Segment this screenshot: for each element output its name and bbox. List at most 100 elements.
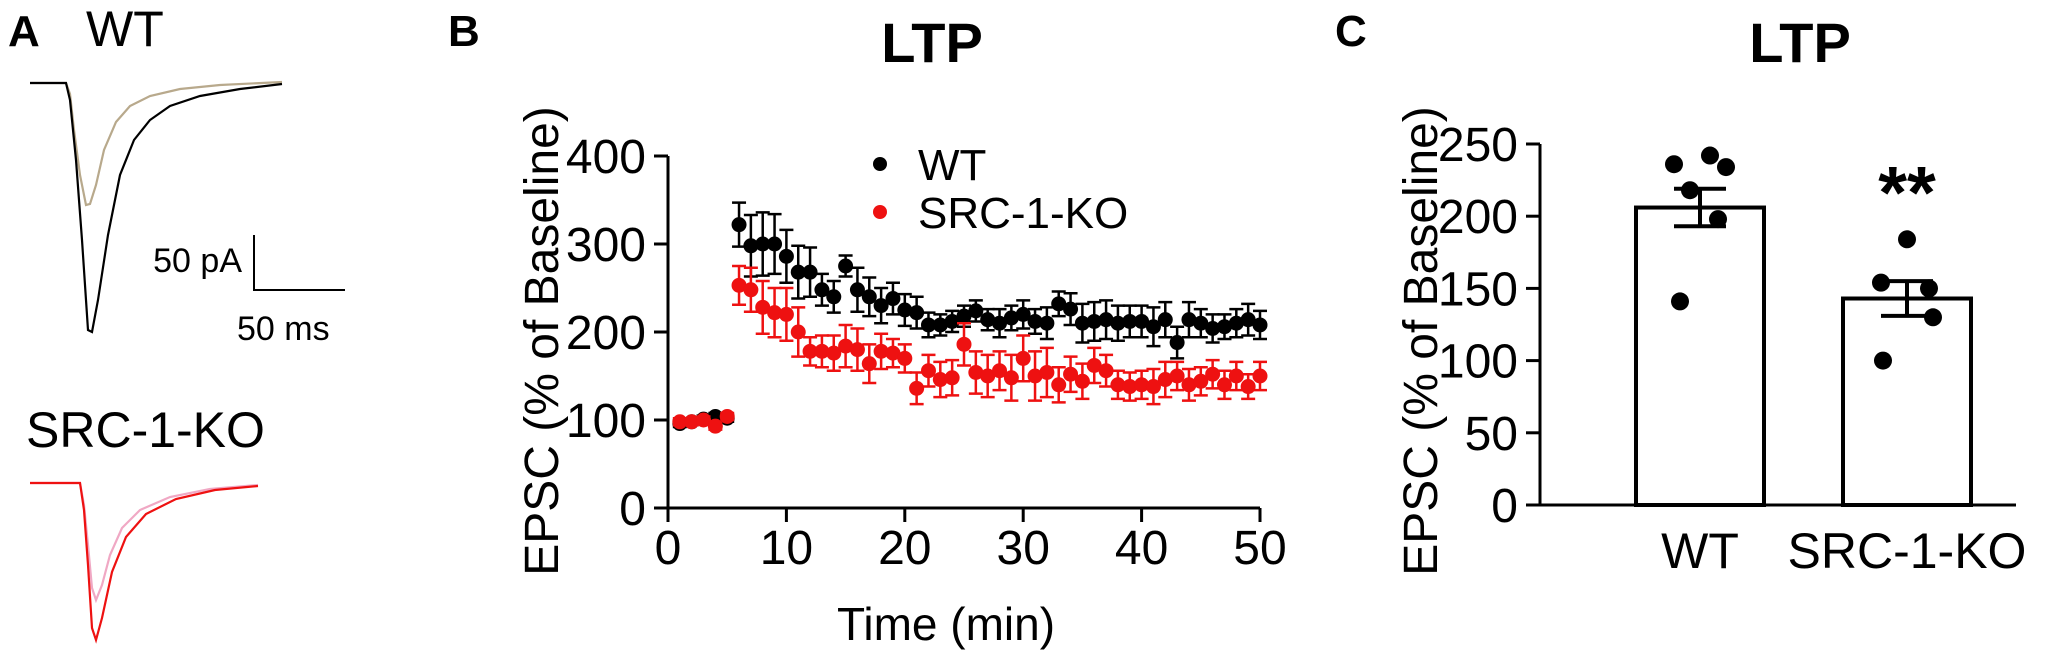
c-individual-point [1898, 230, 1916, 249]
wt-trace-post [30, 81, 283, 334]
b-data-point [1122, 379, 1138, 395]
b-legend-marker [873, 205, 887, 219]
b-data-point [920, 317, 936, 333]
b-legend-marker [873, 157, 887, 171]
b-series [672, 201, 1268, 434]
b-data-point [755, 236, 771, 252]
b-data-point [1228, 368, 1244, 384]
b-data-point [956, 308, 972, 324]
b-data-point [731, 217, 747, 233]
c-individual-point [1717, 158, 1735, 177]
c-y-tick-label: 150 [1438, 263, 1518, 316]
c-x-labels: WT SRC-1-KO [1661, 523, 2026, 579]
b-data-point [992, 315, 1008, 331]
b-data-point [897, 302, 913, 318]
current-scale-bar [253, 235, 345, 291]
c-individual-point [1665, 155, 1683, 174]
b-data-point [778, 306, 794, 322]
c-y-tick-label: 200 [1438, 191, 1518, 244]
b-data-point [1063, 301, 1079, 317]
significance-annotation: ** [1878, 151, 1936, 234]
b-data-point [1098, 312, 1114, 328]
b-data-point [944, 313, 960, 329]
b-data-point [790, 324, 806, 340]
b-y-tick-label: 300 [566, 219, 646, 272]
c-y-tick-label: 0 [1491, 480, 1518, 533]
b-data-point [1240, 312, 1256, 328]
c-individual-point [1924, 308, 1942, 327]
b-data-point [1169, 335, 1185, 351]
b-x-tick-label: 0 [655, 522, 682, 575]
b-data-point [1252, 368, 1268, 384]
c-y-tick-label: 50 [1465, 408, 1518, 461]
b-data-point [1051, 296, 1067, 312]
b-data-point [1134, 377, 1150, 393]
b-data-point [1098, 363, 1114, 379]
b-data-point [1240, 379, 1256, 395]
b-data-point [1063, 366, 1079, 382]
b-data-point [1003, 310, 1019, 326]
panel-b-letter: B [448, 7, 480, 56]
b-data-point [790, 264, 806, 280]
current-scale-label: 50 pA [153, 242, 242, 280]
b-data-point [932, 317, 948, 333]
b-y-axis: 0 100 200 300 400 [566, 131, 670, 536]
c-bar [1634, 205, 1766, 507]
b-data-point [944, 370, 960, 386]
wt-trace-label: WT [86, 1, 164, 57]
b-data-point [814, 282, 830, 298]
b-data-point [1181, 312, 1197, 328]
b-data-point [778, 248, 794, 264]
b-y-axis-label: EPSC (% of Baseline) [516, 106, 569, 576]
b-data-point [707, 418, 723, 434]
c-bar [1841, 296, 1973, 507]
b-data-point [1228, 315, 1244, 331]
b-x-axis: 0 10 20 30 40 50 [655, 506, 1287, 575]
c-individual-point [1681, 181, 1699, 200]
b-data-point [873, 298, 889, 314]
b-data-point [743, 282, 759, 298]
b-x-axis-label: Time (min) [837, 598, 1055, 650]
b-data-point [755, 299, 771, 315]
b-data-point [696, 412, 712, 428]
ko-trace-post [30, 481, 259, 644]
b-data-point [767, 305, 783, 321]
b-y-tick-label: 400 [566, 131, 646, 184]
panel-c: C LTP 0 50 100 150 200 250 EPSC (% of Baselin… [1335, 7, 2026, 579]
b-data-point [802, 264, 818, 280]
b-y-tick-label: 0 [619, 483, 646, 536]
b-data-point [956, 336, 972, 352]
b-data-point [885, 345, 901, 361]
b-data-point [1216, 319, 1232, 335]
b-data-point [731, 277, 747, 293]
b-data-point [873, 343, 889, 359]
b-series-src-1-ko [672, 264, 1268, 434]
b-data-point [909, 305, 925, 321]
b-data-point [838, 338, 854, 354]
b-data-point [1110, 377, 1126, 393]
b-data-point [1145, 319, 1161, 335]
b-x-tick-label: 40 [1115, 522, 1168, 575]
b-data-point [1086, 357, 1102, 373]
b-data-point [838, 258, 854, 274]
c-bars [1634, 146, 1973, 507]
b-data-point [1122, 313, 1138, 329]
b-data-point [897, 350, 913, 366]
b-data-point [980, 368, 996, 384]
c-y-tick-label: 250 [1438, 119, 1518, 172]
c-individual-point [1671, 292, 1689, 311]
b-data-point [1015, 306, 1031, 322]
b-data-point [968, 303, 984, 319]
b-data-point [1110, 315, 1126, 331]
b-x-tick-label: 20 [878, 522, 931, 575]
b-data-point [767, 236, 783, 252]
b-data-point [1205, 320, 1221, 336]
b-data-point [1216, 377, 1232, 393]
b-data-point [1039, 315, 1055, 331]
c-bar-group [1634, 146, 1766, 507]
b-data-point [1027, 368, 1043, 384]
b-data-point [1157, 372, 1173, 388]
panel-b: B LTP 0 100 200 300 400 0 10 20 30 40 50 EPSC (% … [448, 7, 1287, 650]
